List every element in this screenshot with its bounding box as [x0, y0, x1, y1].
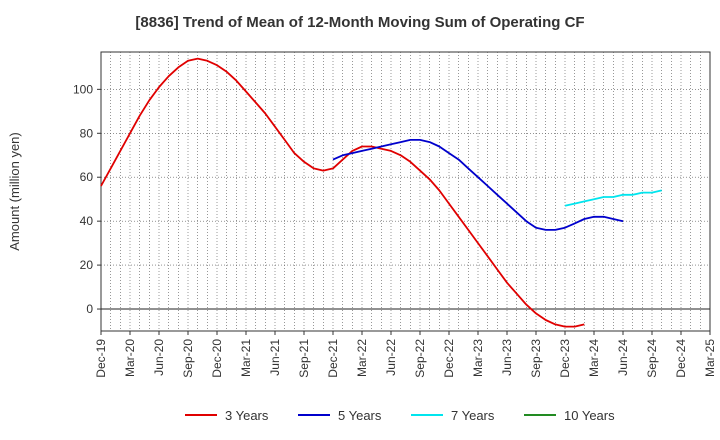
x-tick-label: Mar-20: [123, 339, 137, 377]
x-tick-label: Sep-21: [297, 339, 311, 378]
x-tick-label: Mar-22: [355, 339, 369, 377]
legend-label-7-years: 7 Years: [451, 408, 495, 423]
x-tick-label: Mar-25: [703, 339, 717, 377]
plot-border: [100, 51, 711, 332]
series-line-3-years: [100, 57, 585, 328]
x-tick-label: Dec-22: [442, 339, 456, 378]
x-tick-label: Sep-24: [645, 339, 659, 378]
y-axis-title: Amount (million yen): [7, 132, 22, 251]
series-line-7-years: [564, 189, 662, 207]
x-tick-label: Dec-24: [674, 339, 688, 378]
x-tick-label: Dec-21: [326, 339, 340, 378]
x-tick-label: Sep-22: [413, 339, 427, 378]
y-tick-label: 100: [73, 82, 93, 96]
series-layer: [100, 57, 662, 328]
x-tick-label: Jun-22: [384, 339, 398, 376]
y-tick-label: 40: [80, 214, 94, 228]
x-tick-label: Mar-21: [239, 339, 253, 377]
x-tick-label: Sep-23: [529, 339, 543, 378]
chart-title: [8836] Trend of Mean of 12-Month Moving …: [135, 14, 585, 31]
x-tick-label: Jun-20: [152, 339, 166, 376]
y-tick-label: 20: [80, 258, 94, 272]
y-tick-label: 60: [80, 170, 94, 184]
legend-label-10-years: 10 Years: [564, 408, 615, 423]
x-tick-label: Mar-24: [587, 339, 601, 377]
y-tick-label: 80: [80, 126, 94, 140]
legend: 3 Years 5 Years 7 Years 10 Years: [185, 408, 615, 423]
axis-layer: 0 20 40 60 80 100 Dec-19 Mar-20 Jun-20 Sep-20 Dec-…: [7, 82, 717, 377]
x-tick-label: Jun-21: [268, 339, 282, 376]
y-tick-label: 0: [86, 302, 93, 316]
x-tick-label: Jun-24: [616, 339, 630, 376]
x-tick-label: Jun-23: [500, 339, 514, 376]
series-line-5-years: [332, 138, 624, 231]
x-tick-label: Sep-20: [181, 339, 195, 378]
x-tick-label: Dec-23: [558, 339, 572, 378]
legend-label-5-years: 5 Years: [338, 408, 382, 423]
legend-label-3-years: 3 Years: [225, 408, 269, 423]
x-tick-label: Mar-23: [471, 339, 485, 377]
x-tick-label: Dec-20: [210, 339, 224, 378]
x-tick-label: Dec-19: [94, 339, 108, 378]
grid-layer: [100, 51, 711, 332]
